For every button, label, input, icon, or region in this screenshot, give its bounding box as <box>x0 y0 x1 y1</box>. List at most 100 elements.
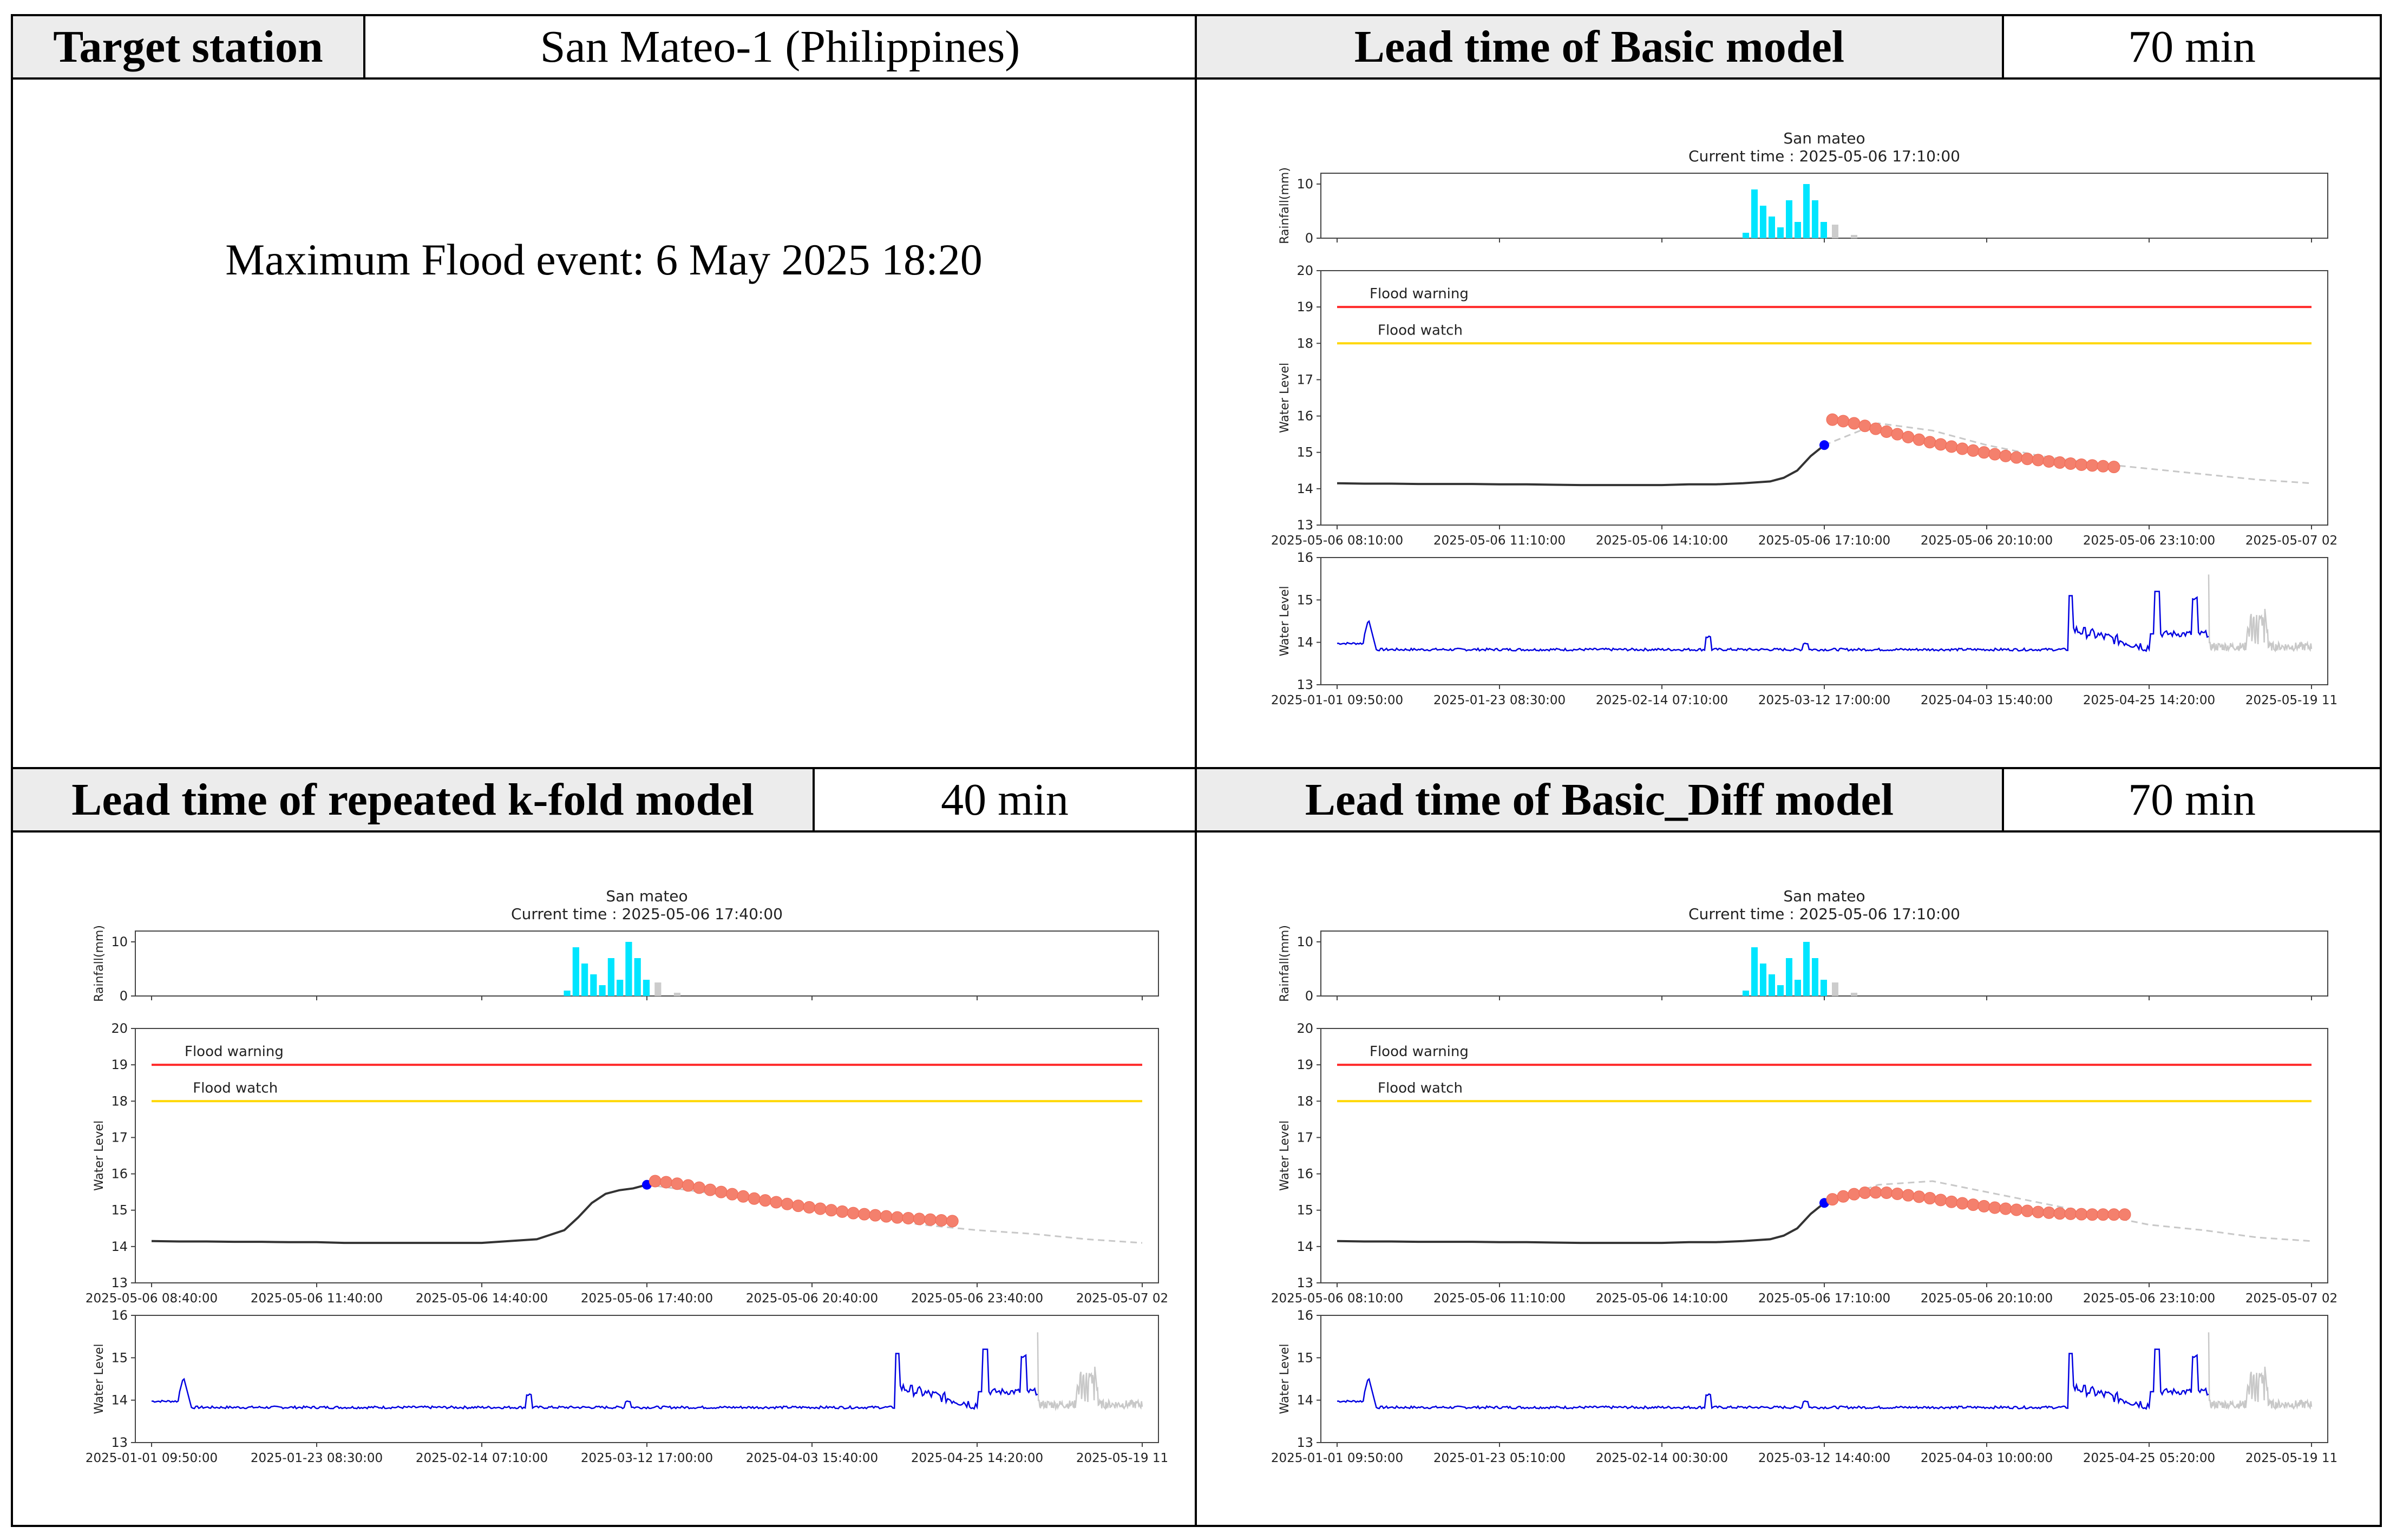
water-level-ytick-label: 19 <box>111 1057 128 1072</box>
water-level-ytick-label: 19 <box>1297 299 1313 314</box>
prediction-point <box>2086 1208 2099 1221</box>
prediction-point <box>770 1196 783 1209</box>
history-ytick-label: 13 <box>1297 677 1313 692</box>
history-ytick-label: 16 <box>1297 1308 1313 1323</box>
rainfall-axis-label: Rainfall(mm) <box>1278 167 1292 244</box>
flood-warning-label: Flood warning <box>1370 286 1469 302</box>
history-observed-line <box>1337 1348 2209 1410</box>
history-ytick-label: 14 <box>1297 1393 1313 1408</box>
prediction-point <box>869 1209 882 1222</box>
prediction-point <box>2097 460 2110 473</box>
history-forecast-line <box>2208 574 2313 653</box>
water-level-xtick-label: 2025-05-06 08:10:00 <box>1271 534 1403 548</box>
history-xtick-label: 2025-04-25 14:20:00 <box>2083 693 2215 707</box>
prediction-point <box>2053 456 2066 469</box>
history-axes-frame <box>1320 1315 2328 1443</box>
max-flood-event: Maximum Flood event: 6 May 2025 18:20 <box>225 235 983 284</box>
history-ytick-label: 13 <box>111 1435 128 1450</box>
header-diff-label: Lead time of Basic_Diff model <box>1197 769 2002 830</box>
header-target-station: Target station <box>13 16 363 77</box>
target-station-label: Target station <box>53 22 323 72</box>
header-kfold-value: 40 min <box>815 769 1195 830</box>
header-kfold-label: Lead time of repeated k-fold model <box>13 769 813 830</box>
rainfall-bar <box>1786 958 1792 996</box>
history-axes-frame <box>135 1315 1159 1443</box>
diff-lead-time-value: 70 min <box>2128 775 2256 825</box>
chart-title: San mateo <box>606 887 687 905</box>
event-cell: Maximum Flood event: 6 May 2025 18:20 <box>13 80 1195 767</box>
rainfall-ytick-label: 10 <box>1297 176 1313 192</box>
prediction-point <box>2021 1204 2034 1217</box>
prediction-point <box>1988 448 2001 461</box>
prediction-point <box>660 1176 673 1189</box>
rainfall-bar <box>1743 233 1749 238</box>
prediction-point <box>2107 1208 2120 1221</box>
rainfall-bar <box>1786 200 1792 238</box>
water-level-ytick-label: 17 <box>1297 1130 1313 1145</box>
chart-subtitle: Current time : 2025-05-06 17:40:00 <box>511 905 783 923</box>
history-xtick-label: 2025-04-25 05:20:00 <box>2083 1451 2215 1465</box>
prediction-point <box>2053 1207 2066 1220</box>
rainfall-bar <box>607 958 615 996</box>
observed-water-level-line <box>1337 444 1825 487</box>
water-level-xtick-label: 2025-05-06 23:10:00 <box>2083 1292 2215 1306</box>
rainfall-bar <box>1760 206 1766 238</box>
col-divider-r3a <box>813 767 815 833</box>
water-level-ytick-label: 15 <box>111 1203 128 1218</box>
prediction-point <box>2010 451 2023 464</box>
history-xtick-label: 2025-01-01 09:50:00 <box>1271 1451 1403 1465</box>
rainfall-bar <box>1821 980 1827 996</box>
rainfall-bar <box>1751 189 1758 238</box>
prediction-point <box>913 1213 926 1226</box>
water-level-xtick-label: 2025-05-06 14:10:00 <box>1596 1292 1728 1306</box>
prediction-point <box>682 1179 695 1192</box>
prediction-point <box>1891 428 1904 441</box>
prediction-point <box>1880 425 1893 438</box>
rainfall-bar-forecast <box>1832 225 1838 238</box>
history-xtick-label: 2025-02-14 00:30:00 <box>1596 1451 1728 1465</box>
water-level-xtick-label: 2025-05-06 11:40:00 <box>251 1292 383 1306</box>
prediction-point <box>803 1201 816 1214</box>
prediction-point <box>1945 1195 1958 1208</box>
history-ytick-label: 13 <box>1297 1435 1313 1450</box>
water-level-ytick-label: 13 <box>111 1275 128 1290</box>
rainfall-bar <box>1769 974 1775 996</box>
history-ytick-label: 14 <box>111 1393 128 1408</box>
prediction-point <box>1869 422 1882 435</box>
prediction-point <box>1826 1193 1839 1206</box>
prediction-point <box>2032 1205 2045 1218</box>
prediction-point <box>1999 449 2012 462</box>
prediction-point <box>1956 442 1969 455</box>
water-level-xtick-label: 2025-05-06 20:40:00 <box>746 1292 878 1306</box>
prediction-point <box>1923 1192 1936 1205</box>
water-level-ytick-label: 16 <box>1297 409 1313 424</box>
rainfall-bar-forecast <box>654 982 662 996</box>
prediction-point <box>2042 1206 2055 1219</box>
prediction-point <box>2118 1208 2131 1221</box>
rainfall-bar <box>572 947 579 996</box>
water-level-ytick-label: 19 <box>1297 1057 1313 1072</box>
prediction-point <box>715 1185 728 1198</box>
prediction-point <box>1999 1202 2012 1215</box>
rainfall-ytick-label: 10 <box>111 934 128 949</box>
history-ytick-label: 16 <box>111 1308 128 1323</box>
water-level-xtick-label: 2025-05-06 20:10:00 <box>1921 1292 2053 1306</box>
prediction-point <box>1902 1189 1915 1202</box>
header-diff-value: 70 min <box>2004 769 2380 830</box>
rainfall-bar <box>617 980 624 996</box>
chart-subtitle: Current time : 2025-05-06 17:10:00 <box>1688 147 1960 165</box>
water-level-ytick-label: 14 <box>1297 1239 1313 1254</box>
prediction-point <box>2107 461 2120 474</box>
current-time-point <box>1819 440 1829 450</box>
prediction-point <box>737 1190 750 1203</box>
observed-water-level-line <box>151 1183 647 1244</box>
history-xtick-label: 2025-04-03 10:00:00 <box>1921 1451 2053 1465</box>
rainfall-bar <box>1795 222 1801 238</box>
history-xtick-label: 2025-01-23 08:30:00 <box>251 1451 383 1465</box>
prediction-point <box>880 1210 893 1223</box>
history-xtick-label: 2025-05-19 11:10:00 <box>2245 693 2339 707</box>
water-level-ytick-label: 17 <box>1297 372 1313 387</box>
water-level-ytick-label: 15 <box>1297 445 1313 460</box>
prediction-point <box>1858 420 1871 432</box>
